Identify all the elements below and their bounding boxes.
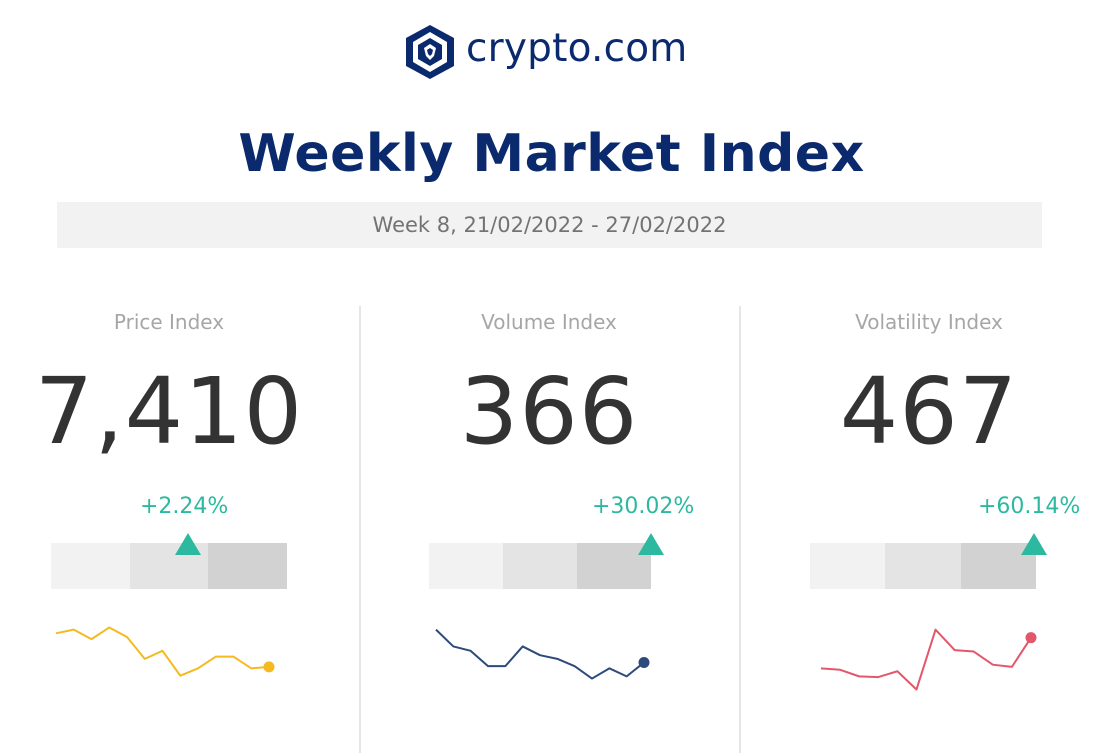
header: crypto.com	[0, 0, 1103, 90]
sparkline-path	[820, 628, 1032, 691]
page-title: Weekly Market Index	[238, 124, 865, 184]
gauge-segment-high	[208, 543, 287, 589]
volatility-index-gauge	[810, 543, 1036, 589]
brand-name: crypto.com	[466, 26, 688, 71]
gauge-segment-mid	[885, 543, 961, 589]
sparkline-endpoint	[638, 657, 650, 668]
gauge-segment-low	[810, 543, 885, 589]
gauge-segment-low	[429, 543, 503, 589]
price-index-sparkline	[55, 626, 275, 677]
crypto-com-lion-logo-icon	[406, 25, 454, 79]
price-index-label: Price Index	[113, 310, 225, 334]
gauge-segment-mid	[503, 543, 577, 589]
gauge-segment-low	[51, 543, 130, 589]
column-divider	[359, 306, 361, 753]
price-index-up-arrow-icon	[175, 533, 201, 555]
column-divider	[739, 306, 741, 753]
volume-index-label: Volume Index	[481, 310, 617, 334]
price-index-change: +2.24%	[140, 494, 229, 519]
price-index-card: Price Index 7,410	[0, 0, 349, 753]
volatility-index-sparkline	[820, 628, 1037, 691]
sparkline-endpoint	[1025, 632, 1037, 644]
week-range-bar: Week 8, 21/02/2022 - 27/02/2022	[57, 202, 1042, 248]
volatility-index-value: 467	[839, 358, 1019, 465]
volume-index-up-arrow-icon	[638, 533, 664, 555]
price-index-gauge	[51, 543, 287, 589]
volatility-index-change: +60.14%	[978, 494, 1081, 519]
sparkline-endpoint	[263, 661, 275, 673]
volume-index-card: Volume Index 366	[369, 0, 729, 753]
sparkline-path	[435, 628, 645, 680]
volatility-index-card: Volatility Index 467	[749, 0, 1103, 753]
volume-index-sparkline	[435, 628, 650, 680]
sparkline-path	[55, 626, 270, 677]
volatility-index-up-arrow-icon	[1021, 533, 1047, 555]
volume-index-gauge	[429, 543, 651, 589]
price-index-value: 7,410	[34, 358, 304, 465]
volatility-index-label: Volatility Index	[855, 310, 1003, 334]
volume-index-change: +30.02%	[592, 494, 695, 519]
volume-index-value: 366	[459, 358, 639, 465]
